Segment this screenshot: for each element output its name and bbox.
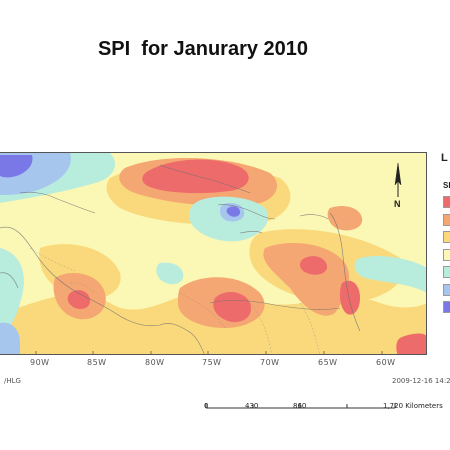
- legend-swatch: [443, 283, 450, 296]
- legend-swatch: [443, 231, 450, 243]
- legend-swatch: [443, 266, 450, 278]
- spi-map-canvas: N: [0, 153, 426, 354]
- longitude-label: 70W: [260, 358, 280, 367]
- north-arrow-letter: N: [394, 199, 401, 209]
- spi-map: N: [0, 152, 427, 355]
- legend-swatch: [443, 213, 450, 226]
- scale-label: 0: [204, 402, 209, 410]
- legend-swatch: [443, 196, 450, 208]
- scale-label: 1,720 Kilometers: [383, 402, 443, 410]
- country-borders: [29, 247, 320, 354]
- legend-title: L: [441, 152, 448, 164]
- longitude-label: 75W: [202, 358, 222, 367]
- scale-label: 860: [293, 402, 307, 410]
- coastlines: [0, 164, 361, 354]
- north-arrow: N: [394, 162, 402, 209]
- spi-extremely-wet-zones: [0, 155, 241, 217]
- graticule: [35, 351, 383, 354]
- longitude-label: 60W: [376, 358, 396, 367]
- longitude-label: 85W: [87, 358, 107, 367]
- map-footer-timestamp: 2009-12-16 14:2: [392, 377, 450, 385]
- legend-swatch: [443, 301, 450, 313]
- legend-subtitle: SI: [443, 181, 450, 190]
- legend-swatch: [443, 248, 450, 261]
- scale-bar: [205, 403, 396, 409]
- longitude-label: 90W: [30, 358, 50, 367]
- scale-label: 430: [245, 402, 259, 410]
- longitude-label: 80W: [145, 358, 165, 367]
- map-footer-left: /HLG: [4, 377, 21, 385]
- longitude-label: 65W: [318, 358, 338, 367]
- map-title: SPI for Janurary 2010: [97, 38, 309, 60]
